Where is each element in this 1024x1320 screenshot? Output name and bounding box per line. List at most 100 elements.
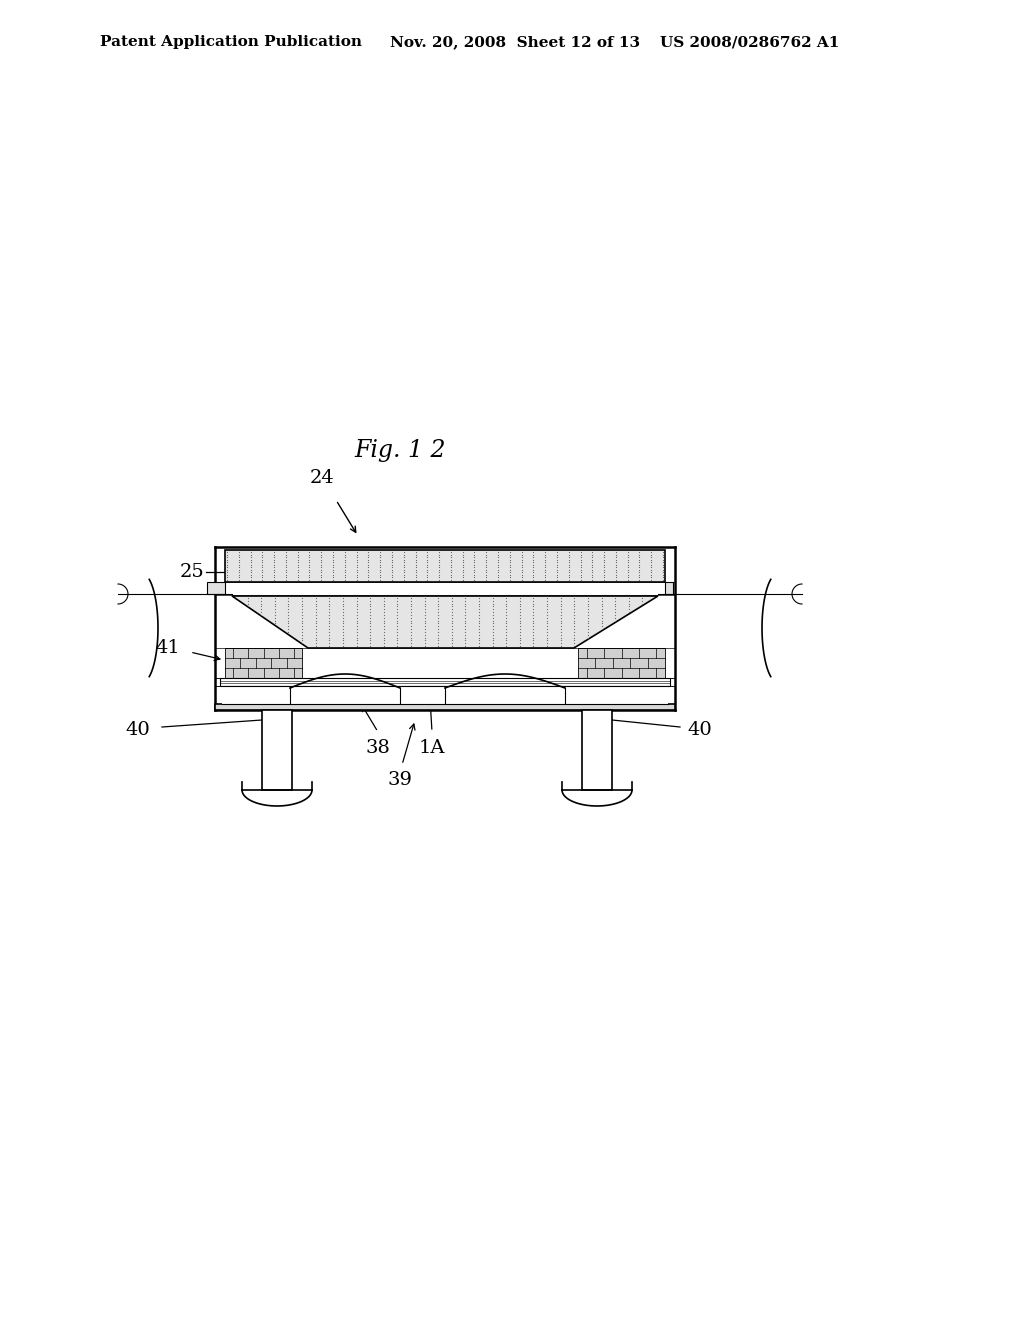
Point xyxy=(253,602,269,623)
Point xyxy=(443,624,460,645)
Point xyxy=(502,565,518,586)
Point xyxy=(430,624,446,645)
Point xyxy=(553,587,569,609)
Point xyxy=(513,549,529,570)
Point xyxy=(402,610,419,631)
Bar xyxy=(215,704,675,710)
Point xyxy=(384,549,400,570)
Point xyxy=(322,612,338,634)
Point xyxy=(402,615,419,636)
Point xyxy=(458,632,474,653)
Point xyxy=(443,599,460,620)
Point xyxy=(335,627,351,648)
Point xyxy=(525,590,542,611)
Point xyxy=(484,602,501,623)
Point xyxy=(537,552,553,573)
Point xyxy=(281,599,297,620)
Point xyxy=(430,593,446,614)
Point xyxy=(376,593,392,614)
Point xyxy=(389,599,406,620)
Point xyxy=(580,622,596,643)
Point xyxy=(301,554,317,576)
Point xyxy=(290,546,306,568)
Point xyxy=(266,562,283,583)
Point xyxy=(376,590,392,611)
Point xyxy=(294,619,310,640)
Point xyxy=(348,624,365,645)
Point xyxy=(301,557,317,578)
Point xyxy=(539,602,555,623)
Point xyxy=(219,565,236,586)
Point xyxy=(281,587,297,609)
Point xyxy=(498,607,514,628)
Point xyxy=(580,607,596,628)
Point xyxy=(525,622,542,643)
Text: 40: 40 xyxy=(688,721,713,739)
Point xyxy=(442,546,459,568)
Point xyxy=(484,610,501,631)
Text: Nov. 20, 2008  Sheet 12 of 13: Nov. 20, 2008 Sheet 12 of 13 xyxy=(390,36,640,49)
Point xyxy=(254,557,270,578)
Point xyxy=(384,569,400,590)
Point xyxy=(471,590,487,611)
Point xyxy=(266,546,283,568)
Point xyxy=(484,624,501,645)
Text: US 2008/0286762 A1: US 2008/0286762 A1 xyxy=(660,36,840,49)
Point xyxy=(278,549,294,570)
Point xyxy=(539,630,555,651)
Point xyxy=(455,565,471,586)
Point xyxy=(348,544,365,565)
Point xyxy=(553,615,569,636)
Point xyxy=(489,541,506,562)
Point xyxy=(443,605,460,626)
Point xyxy=(417,612,433,634)
Point xyxy=(539,619,555,640)
Point xyxy=(266,605,283,626)
Point xyxy=(553,602,569,623)
Point xyxy=(442,566,459,587)
Point xyxy=(325,566,341,587)
Point xyxy=(539,627,555,648)
Point xyxy=(253,593,269,614)
Point xyxy=(290,549,306,570)
Point xyxy=(471,619,487,640)
Point xyxy=(266,610,283,631)
Point xyxy=(513,541,529,562)
Point xyxy=(389,635,406,656)
Point xyxy=(361,624,378,645)
Point xyxy=(348,560,365,581)
Point xyxy=(596,554,612,576)
Point xyxy=(290,541,306,562)
Point xyxy=(443,635,460,656)
Point xyxy=(348,569,365,590)
Point xyxy=(348,632,365,653)
Point xyxy=(549,552,565,573)
Point xyxy=(443,607,460,628)
Point xyxy=(478,557,495,578)
Point xyxy=(455,552,471,573)
Point xyxy=(484,595,501,616)
Point xyxy=(502,546,518,568)
Point xyxy=(596,560,612,581)
Point xyxy=(566,607,583,628)
Point xyxy=(525,549,542,570)
Point xyxy=(335,615,351,636)
Point xyxy=(372,566,388,587)
Point xyxy=(417,610,433,631)
Point xyxy=(525,544,542,565)
Point xyxy=(607,602,624,623)
Point xyxy=(512,605,528,626)
Point xyxy=(455,541,471,562)
Point xyxy=(290,569,306,590)
Point xyxy=(402,630,419,651)
Point xyxy=(607,593,624,614)
Point xyxy=(478,544,495,565)
Point xyxy=(361,627,378,648)
Point xyxy=(301,565,317,586)
Point xyxy=(278,557,294,578)
Point xyxy=(525,619,542,640)
Point xyxy=(513,566,529,587)
Point xyxy=(360,554,377,576)
Point xyxy=(580,612,596,634)
Point xyxy=(313,557,330,578)
